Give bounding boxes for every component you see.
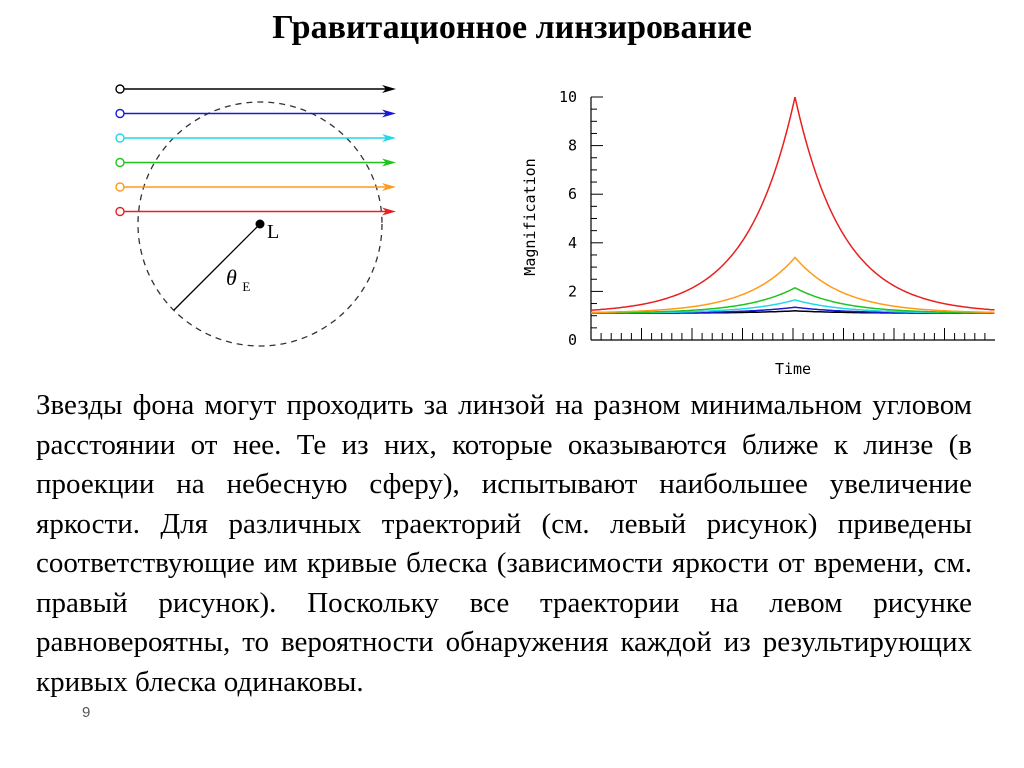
y-tick-label: 6 — [568, 185, 577, 203]
trajectory-start-marker — [115, 84, 125, 94]
light-curves — [590, 96, 995, 314]
light-curve-line — [590, 96, 995, 311]
y-tick-label: 2 — [568, 282, 577, 300]
lens-point — [255, 219, 265, 229]
theta-subscript: E — [242, 279, 250, 294]
trajectory-start-marker — [115, 133, 125, 143]
trajectory-start-marker — [115, 108, 125, 119]
einstein-ring-circle — [137, 101, 383, 347]
y-axis-label: Magnification — [521, 158, 539, 275]
y-tick-label: 0 — [568, 331, 577, 349]
trajectory-arrowhead — [382, 109, 396, 118]
trajectory-start-marker — [115, 157, 125, 168]
lensing-trajectory-diagram: L θ E — [115, 84, 396, 347]
slide-title: Гравитационное линзирование — [272, 9, 752, 46]
trajectory-arrowhead — [382, 207, 396, 216]
trajectory-start-marker — [115, 182, 125, 192]
y-tick-label: 4 — [568, 234, 577, 252]
chart-axes: 0 2 4 6 8 10 — [559, 88, 995, 349]
trajectory-arrowhead — [382, 183, 396, 191]
theta-symbol: θ — [226, 265, 237, 290]
lens-label: L — [267, 221, 279, 243]
trajectory-start-marker — [115, 206, 125, 217]
x-axis-label: Time — [775, 360, 811, 378]
magnification-chart: Magnification Time 0 2 4 6 8 10 — [521, 88, 995, 378]
light-curve-line — [590, 256, 995, 314]
y-tick-label: 10 — [559, 88, 577, 106]
body-paragraph: Звезды фона могут проходить за линзой на… — [36, 389, 972, 698]
y-tick-label: 8 — [568, 137, 577, 155]
einstein-radius-line — [173, 223, 261, 311]
trajectory-arrowhead — [382, 134, 396, 142]
trajectory-arrowhead — [382, 85, 396, 93]
einstein-radius-label: θ E — [226, 265, 250, 294]
slide-number: 9 — [82, 704, 91, 721]
light-curve-line — [591, 286, 995, 314]
trajectory-arrowhead — [382, 158, 396, 167]
trajectory-lines — [115, 84, 396, 217]
